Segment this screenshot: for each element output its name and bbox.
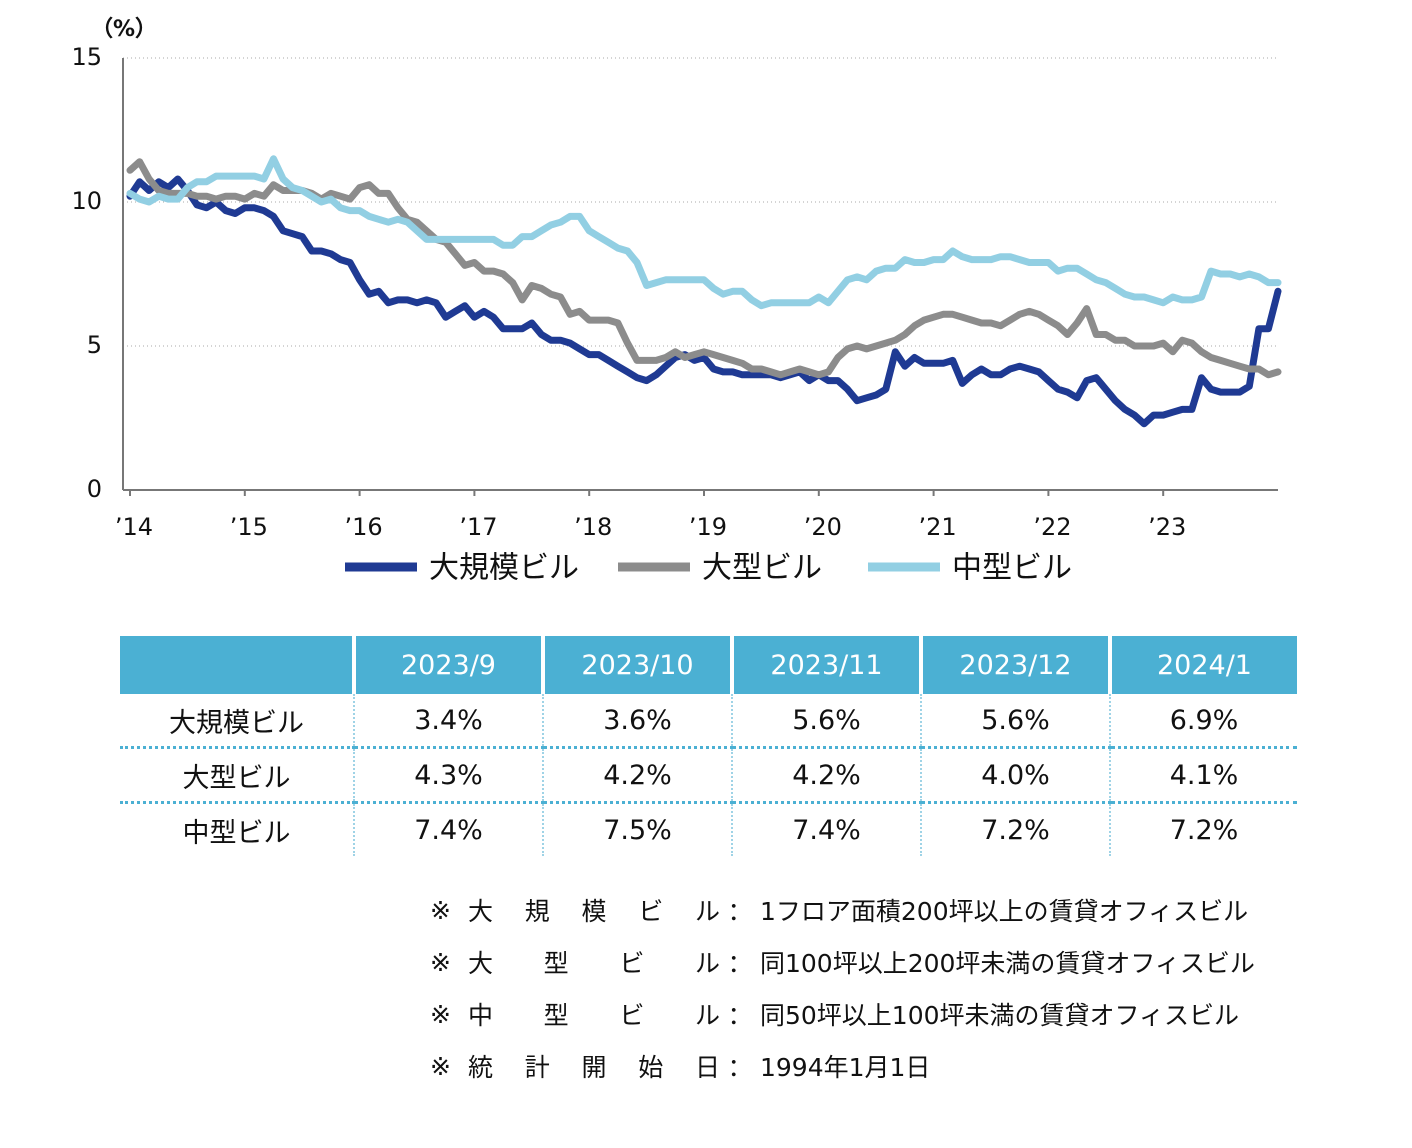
row-label: 大規模ビル [169, 707, 304, 739]
table-cell: 4.1% [1109, 746, 1297, 803]
x-tick-label: ’15 [230, 513, 268, 541]
table-corner [120, 636, 354, 694]
legend-item: 中型ビル [868, 551, 1072, 586]
note-colon: ： [727, 1001, 753, 1030]
line-series [126, 175, 1282, 428]
x-tick-label: ’18 [574, 513, 612, 541]
note-mark: ※ [430, 947, 451, 977]
note-term: 大型ビル [468, 949, 720, 978]
x-tick-label: ’16 [345, 513, 383, 541]
column-header: 2024/1 [1108, 636, 1297, 694]
note-term: 大規模ビル [468, 897, 720, 926]
y-tick-label: 15 [71, 43, 102, 71]
column-header: 2023/10 [541, 636, 732, 694]
legend-label: 中型ビル [952, 551, 1072, 586]
note-text: 同50坪以上100坪未満の賃貸オフィスビル [760, 1001, 1240, 1030]
note-colon: ： [727, 897, 753, 926]
note: ※ 大規模ビル： 1フロア面積200坪以上の賃貸オフィスビル [430, 884, 1255, 936]
x-tick-label: ’17 [459, 513, 497, 541]
legend-item: 大規模ビル [345, 551, 579, 586]
chart: （%） 0 5 10 15 ’14 ’15 ’16 ’17 ’18 ’19 ’20 ’21 ’22 ’23… [71, 17, 1282, 586]
column-header: 2023/11 [730, 636, 921, 694]
x-tick-label: ’23 [1148, 513, 1186, 541]
x-tick-label: ’22 [1033, 513, 1071, 541]
note-term: 統計開始日 [468, 1053, 720, 1082]
table-cell: 5.6% [731, 694, 921, 748]
table-cell: 7.4% [731, 801, 921, 856]
note-text: 1994年1月1日 [760, 1053, 931, 1082]
table-cell: 4.3% [353, 746, 543, 803]
table-cell: 7.4% [353, 801, 543, 856]
column-header: 2023/9 [352, 636, 543, 694]
note: ※ 中型ビル：同50坪以上100坪未満の賃貸オフィスビル [430, 988, 1255, 1040]
row-label: 中型ビル [120, 801, 354, 856]
legend-label: 大型ビル [702, 551, 822, 586]
note-mark: ※ [430, 999, 451, 1029]
table-cell: 7.2% [920, 801, 1110, 856]
data-table: 2023/9 2023/10 2023/11 2023/12 2024/1 大規模ビル 3… [120, 636, 1297, 856]
note-text: 同100坪以上200坪未満の賃貸オフィスビル [760, 949, 1255, 978]
table-cell: 5.6% [920, 694, 1110, 748]
note-mark: ※ [430, 1051, 451, 1081]
table-cell: 7.5% [542, 801, 732, 856]
note-colon: ： [727, 949, 753, 978]
x-tick-label: ’19 [689, 513, 727, 541]
note: ※ 統計開始日： 1994年1月1日 [430, 1040, 1255, 1092]
row-label: 大型ビル [120, 746, 354, 803]
y-tick-label: 10 [71, 187, 102, 215]
note-colon: ： [727, 1053, 753, 1082]
legend-label: 大規模ビル [429, 551, 579, 586]
table-cell: 3.6% [542, 694, 732, 748]
x-tick-label: ’14 [115, 513, 153, 541]
x-tick-label: ’21 [919, 513, 957, 541]
note: ※ 大型ビル：同100坪以上200坪未満の賃貸オフィスビル [430, 936, 1255, 988]
table-row: 中型ビル 7.4% 7.5% 7.4% 7.2% 7.2% [120, 801, 1297, 856]
note-mark: ※ [430, 895, 451, 925]
table-cell: 6.9% [1109, 694, 1297, 748]
legend-item: 大型ビル [618, 551, 822, 586]
table-cell: 4.2% [731, 746, 921, 803]
note-term: 中型ビル [468, 1001, 720, 1030]
x-tick-label: ’20 [804, 513, 842, 541]
table-cell: 4.2% [542, 746, 732, 803]
y-tick-label: 5 [87, 331, 102, 359]
note-text: 1フロア面積200坪以上の賃貸オフィスビル [760, 897, 1249, 926]
table-row: 大規模ビル 3.4% 3.6% 5.6% 5.6% 6.9% [120, 694, 1297, 748]
y-tick-label: 0 [87, 475, 102, 503]
line-series [126, 155, 1282, 310]
table-cell: 7.2% [1109, 801, 1297, 856]
table-cell: 4.0% [920, 746, 1110, 803]
notes: ※ 大規模ビル： 1フロア面積200坪以上の賃貸オフィスビル ※ 大型ビル：同100坪以… [430, 884, 1255, 1092]
column-header: 2023/12 [919, 636, 1110, 694]
table-row: 大型ビル 4.3% 4.2% 4.2% 4.0% 4.1% [120, 746, 1297, 803]
y-axis-label: （%） [91, 17, 157, 42]
table-cell: 3.4% [353, 694, 543, 748]
